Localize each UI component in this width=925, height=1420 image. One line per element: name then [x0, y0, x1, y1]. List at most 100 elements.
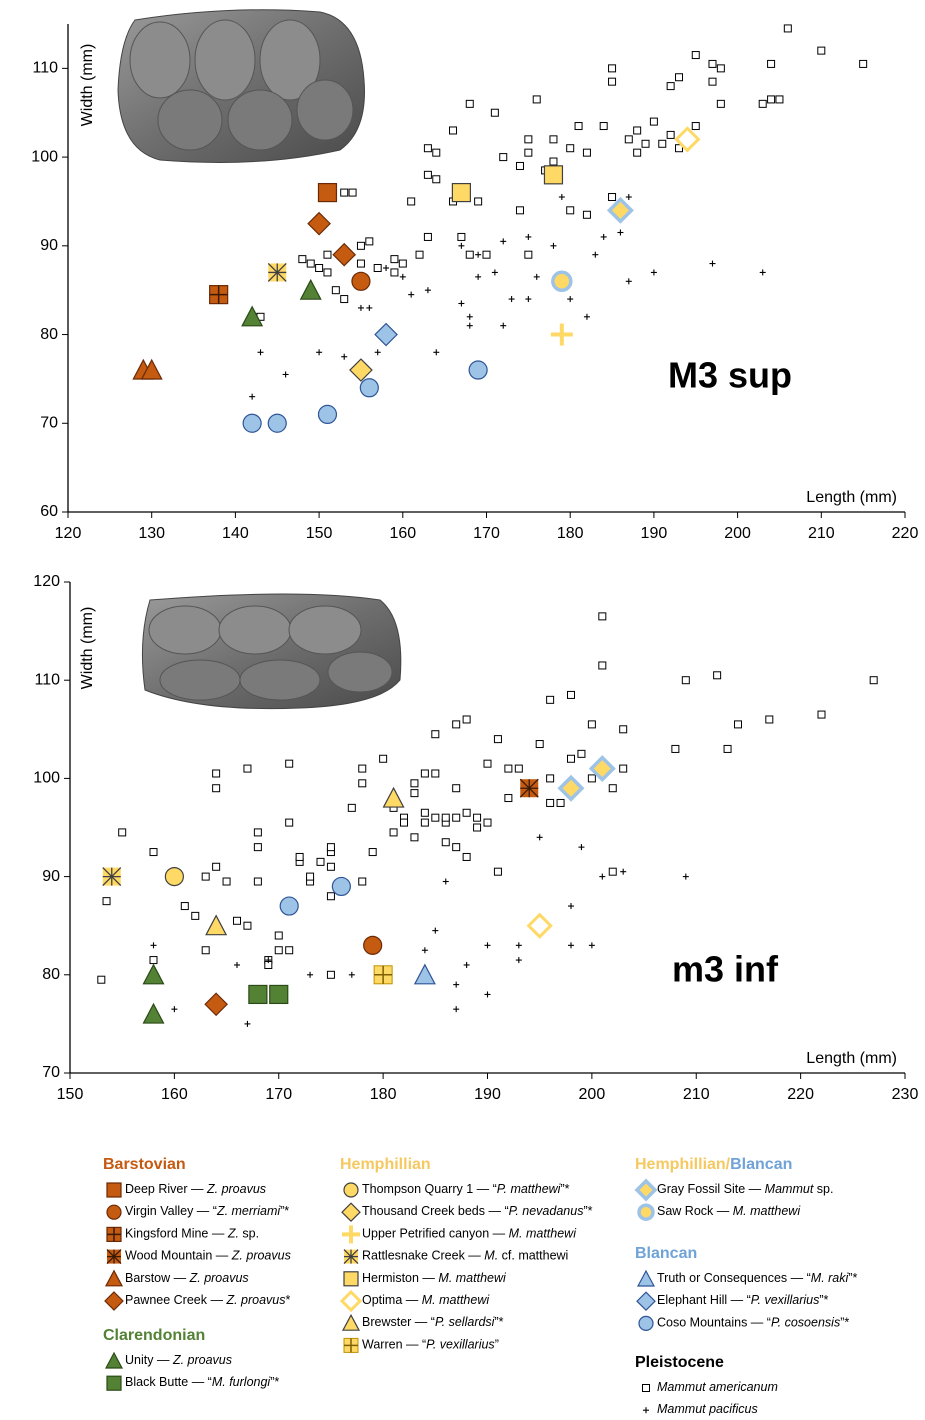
- marker-shape: [411, 790, 418, 797]
- marker-shape: [717, 65, 724, 72]
- marker: [243, 414, 261, 432]
- y-tick-label: 110: [32, 60, 58, 77]
- marker-shape: [583, 149, 590, 156]
- marker: [550, 158, 557, 165]
- marker: [860, 60, 867, 67]
- marker-shape: [342, 1203, 360, 1221]
- marker-shape: [205, 993, 227, 1015]
- legend-site: Rattlesnake Creek —: [362, 1249, 484, 1263]
- marker: [533, 96, 540, 103]
- marker: [359, 765, 366, 772]
- marker: [609, 785, 616, 792]
- marker: [567, 296, 573, 302]
- marker-shape: [380, 755, 387, 762]
- x-tick-label: 150: [57, 1086, 84, 1103]
- marker-shape: [432, 770, 439, 777]
- x-tick-label: 220: [787, 1086, 814, 1103]
- marker: [609, 194, 616, 201]
- legend-site: Upper Petrified canyon —: [362, 1227, 509, 1241]
- marker: [584, 314, 590, 320]
- marker-shape: [401, 819, 408, 826]
- marker-shape: [567, 145, 574, 152]
- legend-group-title-part: Hemphillian/: [635, 1156, 731, 1173]
- marker: [375, 349, 381, 355]
- legend-taxon: Z. merriami: [216, 1204, 281, 1218]
- marker-shape: [349, 189, 356, 196]
- legend-marker: [106, 1353, 122, 1368]
- marker-shape: [620, 765, 627, 772]
- legend-marker: [342, 1292, 360, 1310]
- y-axis-label: Width (mm): [79, 607, 96, 690]
- x-tick-label: 200: [724, 525, 751, 542]
- legend-marker: [639, 1316, 653, 1330]
- marker: [634, 127, 641, 134]
- marker: [620, 869, 626, 875]
- marker: [307, 873, 314, 880]
- marker: [553, 272, 571, 290]
- marker-shape: [776, 96, 783, 103]
- marker-shape: [296, 853, 303, 860]
- legend-suffix: *: [286, 1293, 291, 1307]
- legend-label: Saw Rock — M. matthewi: [657, 1204, 801, 1218]
- marker: [463, 853, 470, 860]
- marker-shape: [327, 893, 334, 900]
- marker-shape: [500, 154, 507, 161]
- page: {"chart_data": { "type": "scatter", "pan…: [0, 0, 925, 1420]
- marker: [416, 251, 423, 258]
- marker: [433, 149, 440, 156]
- marker: [213, 770, 220, 777]
- marker-shape: [491, 109, 498, 116]
- legend-site: Unity —: [125, 1353, 173, 1367]
- marker: [432, 731, 439, 738]
- legend-marker: [107, 1250, 121, 1264]
- legend-taxon: P. sellardsi: [435, 1315, 496, 1329]
- legend-group-title: Pleistocene: [635, 1354, 724, 1371]
- marker-shape: [642, 140, 649, 147]
- marker-shape: [575, 123, 582, 130]
- marker: [634, 149, 641, 156]
- marker-shape: [234, 917, 241, 924]
- marker: [399, 260, 406, 267]
- legend-taxon: Z.: [227, 1227, 239, 1241]
- marker: [667, 83, 674, 90]
- marker-shape: [424, 233, 431, 240]
- marker-shape: [638, 1271, 654, 1286]
- marker-shape: [408, 198, 415, 205]
- legend-site: Hermiston —: [362, 1271, 438, 1285]
- legend-site: Virgin Valley — “: [125, 1204, 217, 1218]
- marker-shape: [213, 863, 220, 870]
- marker: [341, 354, 347, 360]
- marker: [324, 251, 331, 258]
- marker-shape: [483, 251, 490, 258]
- legend-taxon: M. matthewi: [422, 1293, 491, 1307]
- marker-shape: [286, 819, 293, 826]
- marker: [484, 760, 491, 767]
- legend-taxon: M.: [484, 1249, 498, 1263]
- marker: [357, 242, 364, 249]
- marker: [609, 65, 616, 72]
- marker-shape: [672, 745, 679, 752]
- marker-shape: [360, 379, 378, 397]
- marker: [601, 234, 607, 240]
- marker-shape: [452, 184, 470, 202]
- marker-shape: [525, 149, 532, 156]
- marker: [450, 127, 457, 134]
- marker: [359, 878, 366, 885]
- marker: [98, 976, 105, 983]
- legend-site: Wood Mountain —: [125, 1249, 232, 1263]
- marker-shape: [643, 1385, 650, 1392]
- marker: [870, 677, 877, 684]
- marker: [349, 972, 355, 978]
- marker-shape: [692, 123, 699, 130]
- legend-label: Mammut pacificus: [657, 1402, 758, 1416]
- marker: [151, 942, 157, 948]
- marker: [424, 145, 431, 152]
- legend-group-title: Hemphillian: [340, 1156, 431, 1173]
- marker: [525, 234, 531, 240]
- marker: [453, 814, 460, 821]
- marker: [275, 932, 282, 939]
- marker: [588, 775, 595, 782]
- legend-site: Saw Rock —: [657, 1204, 733, 1218]
- legend-label: Coso Mountains — “P. cosoensis”*: [657, 1316, 849, 1330]
- marker-shape: [106, 1353, 122, 1368]
